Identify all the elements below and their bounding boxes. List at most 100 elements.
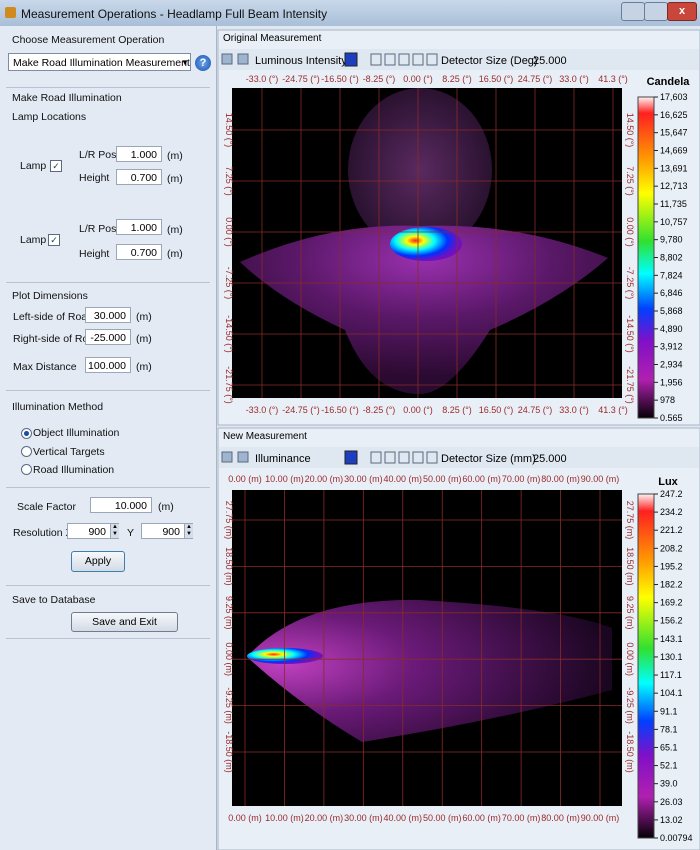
colorbar-label: 117.1 bbox=[660, 670, 682, 680]
field-unit: (m) bbox=[136, 311, 152, 323]
x-tick-label: 20.00 (m) bbox=[305, 813, 344, 823]
colorbar-label: 182.2 bbox=[660, 580, 683, 590]
group-title: Lamp Locations bbox=[12, 111, 87, 123]
quantity-select: Illuminance bbox=[255, 453, 311, 465]
colorbar bbox=[637, 96, 655, 419]
y-tick-label: 9.25 (m) bbox=[224, 596, 234, 630]
toolbar-icon bbox=[237, 53, 249, 65]
toolbar-icon bbox=[426, 451, 438, 464]
y-tick-label: -21.75 (°) bbox=[224, 366, 234, 404]
colorbar-title: Lux bbox=[658, 476, 678, 488]
x-tick-label: 24.75 (°) bbox=[518, 405, 553, 415]
colorbar-label: 52.1 bbox=[660, 761, 678, 771]
heatmap-region bbox=[240, 225, 608, 394]
lamp-checkbox[interactable]: ✓ bbox=[50, 160, 62, 172]
toolbar-icon bbox=[221, 451, 233, 463]
field-label: Max Distance bbox=[13, 361, 77, 373]
radio-button[interactable] bbox=[21, 446, 32, 457]
y-tick-label: 0.00 (°) bbox=[224, 217, 234, 247]
save-button[interactable]: Save and Exit bbox=[71, 612, 178, 632]
group-title: Plot Dimensions bbox=[12, 290, 88, 302]
field-label: Height bbox=[79, 172, 110, 184]
colorbar-label: 12,713 bbox=[660, 181, 688, 191]
field-input[interactable]: 10.000 bbox=[90, 497, 152, 513]
colorbar-label: 8,802 bbox=[660, 253, 683, 263]
colorbar-label: 13,691 bbox=[660, 163, 688, 173]
y-tick-label: -14.50 (°) bbox=[625, 315, 635, 353]
lamp-checkbox[interactable]: ✓ bbox=[48, 234, 60, 246]
group-title: Illumination Method bbox=[12, 401, 104, 413]
x-tick-label: 90.00 (m) bbox=[581, 813, 620, 823]
colorbar-label: 143.1 bbox=[660, 634, 683, 644]
field-input[interactable]: 0.700 bbox=[116, 169, 162, 185]
spin-input[interactable]: 900 bbox=[67, 523, 119, 539]
field-input[interactable]: 0.700 bbox=[116, 244, 162, 260]
x-tick-label: -16.50 (°) bbox=[321, 405, 359, 415]
y-tick-label: 14.50 (°) bbox=[224, 113, 234, 148]
operation-select[interactable]: Make Road Illumination Measurement bbox=[8, 53, 191, 71]
x-tick-label: -16.50 (°) bbox=[321, 74, 359, 84]
quantity-select: Luminous Intensity bbox=[255, 55, 347, 67]
field-label: Height bbox=[79, 248, 110, 260]
colorbar-label: 17,603 bbox=[660, 92, 688, 102]
colorbar bbox=[637, 493, 655, 839]
y-tick-label: 0.00 (m) bbox=[625, 642, 635, 676]
x-tick-label: 10.00 (m) bbox=[265, 474, 304, 484]
x-tick-label: 80.00 (m) bbox=[541, 813, 580, 823]
left-panel bbox=[0, 26, 217, 850]
y-tick-label: 7.25 (°) bbox=[224, 166, 234, 196]
toolbar-icon bbox=[221, 53, 233, 65]
colorbar-label: 3,912 bbox=[660, 342, 683, 352]
toolbar-icon bbox=[412, 451, 424, 464]
plot-panel: New Measurement Illuminance Detector Size … bbox=[217, 427, 700, 850]
close-button[interactable]: x bbox=[667, 2, 697, 21]
radio-label[interactable]: Road Illumination bbox=[33, 464, 115, 476]
radio-button[interactable] bbox=[21, 464, 32, 475]
x-tick-label: -24.75 (°) bbox=[282, 405, 320, 415]
spin-arrows[interactable]: ▲ ▼ bbox=[110, 524, 119, 538]
operation-label: Choose Measurement Operation bbox=[12, 34, 165, 46]
colorbar-label: 13.02 bbox=[660, 815, 683, 825]
y-tick-label: -7.25 (°) bbox=[625, 267, 635, 300]
radio-label[interactable]: Object Illumination bbox=[33, 427, 120, 439]
colorbar-label: 7,824 bbox=[660, 270, 683, 280]
y-tick-label: -21.75 (°) bbox=[625, 366, 635, 404]
x-tick-label: 70.00 (m) bbox=[502, 474, 541, 484]
section-title: Make Road Illumination bbox=[12, 92, 122, 104]
field-input[interactable]: -25.000 bbox=[85, 329, 131, 345]
window-title: Measurement Operations - Headlamp Full B… bbox=[21, 7, 328, 21]
spin-arrows[interactable]: ▲ ▼ bbox=[184, 524, 193, 538]
y-tick-label: -7.25 (°) bbox=[224, 267, 234, 300]
y-tick-label: 9.25 (m) bbox=[625, 596, 635, 630]
y-tick-label: 27.75 (m) bbox=[625, 501, 635, 540]
toolbar-icon bbox=[398, 53, 410, 66]
colorbar-label: 1,956 bbox=[660, 377, 683, 387]
field-input[interactable]: 30.000 bbox=[85, 307, 131, 323]
detector-label: Detector Size (mm) bbox=[441, 453, 536, 465]
radio-label[interactable]: Vertical Targets bbox=[33, 446, 105, 458]
help-icon[interactable]: ? bbox=[195, 55, 211, 71]
separator bbox=[6, 487, 210, 488]
y-tick-label: 0.00 (°) bbox=[625, 217, 635, 247]
y-tick-label: -18.50 (m) bbox=[625, 731, 635, 773]
y-tick-label: -14.50 (°) bbox=[224, 315, 234, 353]
x-tick-label: 33.0 (°) bbox=[559, 74, 589, 84]
apply-button[interactable]: Apply bbox=[71, 551, 125, 572]
radio-button[interactable] bbox=[21, 428, 32, 439]
field-input[interactable]: 100.000 bbox=[85, 357, 131, 373]
dropdown-arrow: ▼ bbox=[181, 58, 189, 67]
toolbar-icon bbox=[370, 451, 382, 464]
panel-title: Original Measurement bbox=[223, 33, 322, 44]
colorbar-label: 91.1 bbox=[660, 706, 678, 716]
colorbar-label: 78.1 bbox=[660, 724, 678, 734]
spin-input[interactable]: 900 bbox=[141, 523, 193, 539]
field-input[interactable]: 1.000 bbox=[116, 146, 162, 162]
colorbar-label: 14,669 bbox=[660, 146, 688, 156]
field-unit: (m) bbox=[167, 224, 183, 236]
separator bbox=[6, 390, 210, 391]
x-tick-label: 0.00 (m) bbox=[228, 813, 262, 823]
color-map-icon bbox=[344, 450, 358, 465]
field-input[interactable]: 1.000 bbox=[116, 219, 162, 235]
color-map-icon bbox=[344, 52, 358, 67]
